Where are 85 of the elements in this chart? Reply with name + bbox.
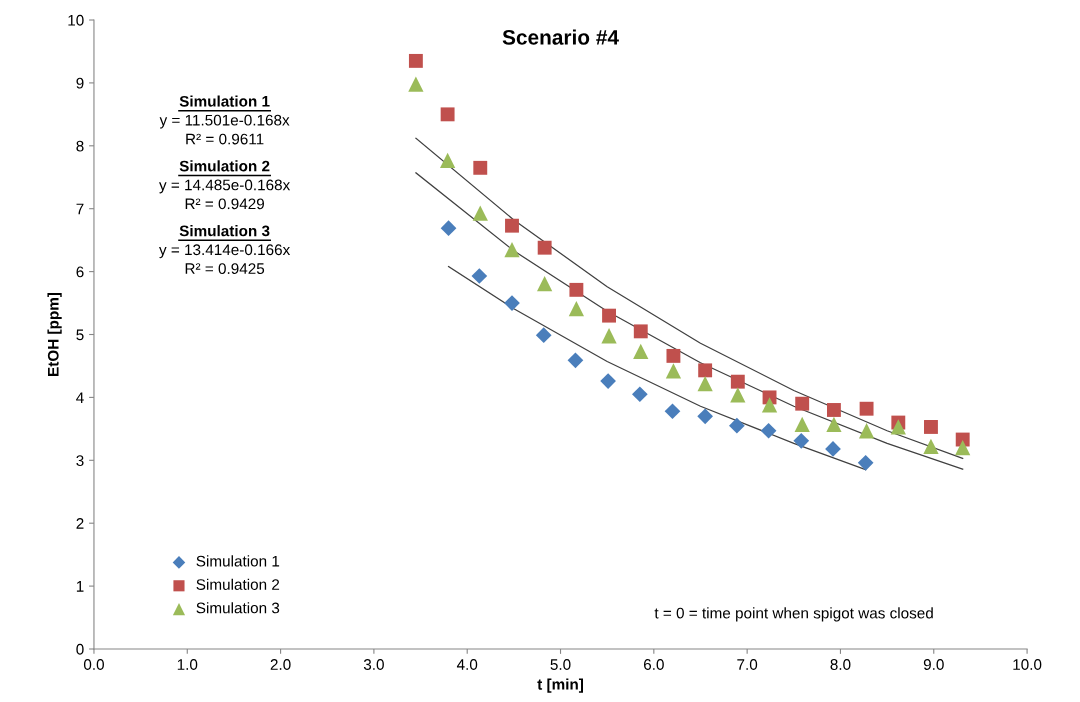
point <box>408 53 423 68</box>
legend-label: Simulation 2 <box>196 578 280 590</box>
point <box>633 343 649 360</box>
annotation: y = 11.501e-0.168x <box>159 114 290 129</box>
point <box>472 205 488 221</box>
x-tick-label: 7.0 <box>737 659 758 670</box>
x-tick-label: 9.0 <box>923 659 944 670</box>
point <box>537 240 552 255</box>
y-tick-label: 0 <box>76 643 84 655</box>
point <box>760 422 777 439</box>
point <box>505 218 519 233</box>
x-tick-label: 8.0 <box>830 659 851 670</box>
legend-label: Simulation 3 <box>196 602 280 614</box>
point <box>826 403 841 417</box>
point <box>793 432 810 449</box>
point <box>794 416 810 433</box>
point <box>955 440 971 456</box>
point <box>890 419 906 435</box>
annotation: R² = 0.9425 <box>185 263 265 275</box>
y-axis-title: EtOH [ppm] <box>47 292 62 376</box>
annotation: Simulation 1 <box>179 95 270 107</box>
annotation: R² = 0.9429 <box>185 198 265 210</box>
y-tick-label: 5 <box>76 329 84 341</box>
chart-title: Scenario #4 <box>502 29 619 45</box>
point <box>473 160 488 175</box>
x-tick-label: 4.0 <box>456 659 478 670</box>
annotation: R² = 0.9611 <box>186 133 264 145</box>
point <box>567 352 584 369</box>
point <box>664 403 681 420</box>
point <box>924 420 938 434</box>
point <box>795 396 810 411</box>
point <box>633 324 648 339</box>
point <box>697 408 714 425</box>
point <box>665 363 682 379</box>
point <box>923 438 939 455</box>
x-tick-label: 6.0 <box>643 659 664 670</box>
point <box>537 275 553 292</box>
y-tick-label: 6 <box>76 266 84 278</box>
point <box>857 454 874 471</box>
point <box>631 386 648 403</box>
x-tick-label: 2.0 <box>270 659 291 670</box>
point <box>568 301 585 317</box>
x-tick-label: 3.0 <box>363 659 384 670</box>
point <box>600 373 616 389</box>
point <box>440 220 457 237</box>
point <box>697 375 713 392</box>
y-tick-label: 8 <box>76 140 84 152</box>
point <box>504 241 520 258</box>
point <box>471 268 488 284</box>
point <box>602 308 616 323</box>
annotation: t = 0 = time point when spigot was closed <box>654 607 933 622</box>
x-tick-label: 1.0 <box>177 659 198 670</box>
point <box>858 423 875 439</box>
y-tick-label: 4 <box>76 392 84 403</box>
point <box>535 327 552 343</box>
point <box>826 416 842 433</box>
y-tick-label: 9 <box>76 77 84 89</box>
annotation: Simulation 3 <box>179 225 270 237</box>
y-tick-label: 2 <box>76 518 84 529</box>
annotation: y = 14.485e-0.168x <box>159 179 291 194</box>
point <box>504 295 520 311</box>
x-tick-label: 0.0 <box>83 659 104 670</box>
y-tick-label: 3 <box>76 455 84 466</box>
point <box>825 441 841 457</box>
y-tick-label: 7 <box>76 203 84 215</box>
point <box>408 76 424 92</box>
point <box>730 374 745 389</box>
point <box>666 348 681 363</box>
point <box>761 397 778 413</box>
y-tick-label: 1 <box>76 581 84 592</box>
y-tick-label: 10 <box>68 14 84 26</box>
point <box>601 328 617 344</box>
annotation: Simulation 2 <box>179 160 270 172</box>
legend-label: Simulation 1 <box>196 555 280 567</box>
x-tick-label: 5.0 <box>550 659 571 670</box>
point <box>440 107 455 122</box>
point <box>730 387 746 403</box>
x-tick-label: 10.0 <box>1013 659 1042 670</box>
point <box>859 401 874 416</box>
point <box>569 282 584 297</box>
annotation: y = 13.414e-0.166x <box>159 244 291 259</box>
point <box>729 417 745 434</box>
point <box>439 152 456 168</box>
x-axis-title: t [min] <box>537 678 583 693</box>
point <box>698 363 713 378</box>
